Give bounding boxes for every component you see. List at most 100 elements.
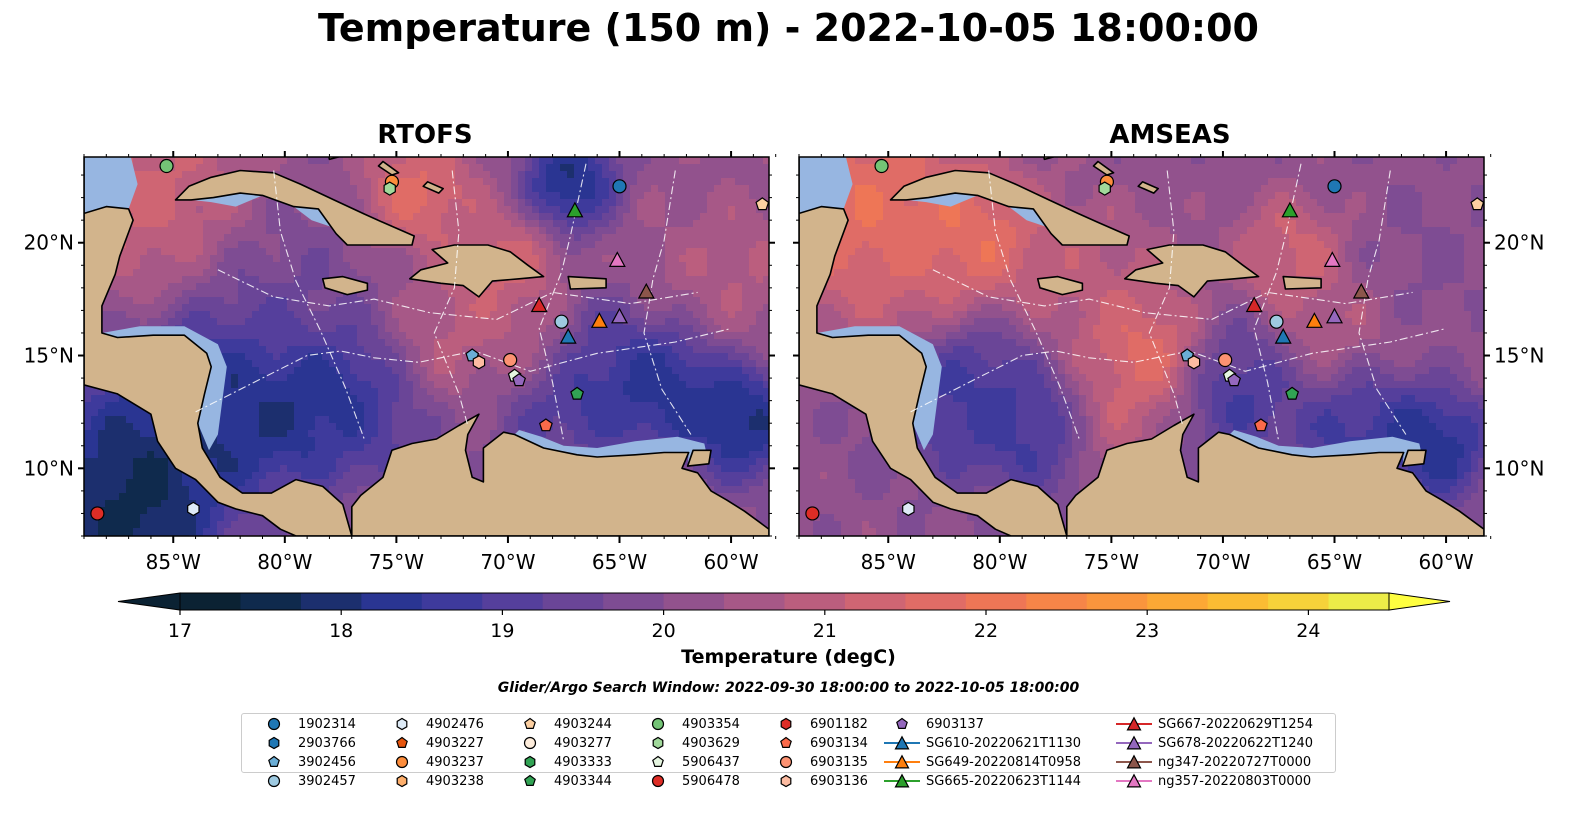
platform-marker-1902314 [612,179,627,194]
platform-marker-6903137 [1227,373,1242,387]
legend-item: SG665-20220623T1144 [882,772,1081,790]
colorbar-label: Temperature (degC) [681,646,896,668]
legend-label: SG649-20220814T0958 [926,754,1082,770]
panel-title-rtofs: RTOFS [377,120,473,150]
x-tick-label: 70°W [1195,550,1250,574]
colorbar-tick-label: 24 [1296,620,1320,642]
legend-marker-icon [396,717,408,731]
shelf-area [906,193,978,207]
land-southAmerica [1066,413,1484,536]
legend-label: 3902456 [298,754,356,770]
legend-marker-icon [267,774,281,788]
legend-marker [396,774,408,788]
map-frame [83,156,770,537]
page-title: Temperature (150 m) - 2022-10-05 18:00:0… [317,6,1259,50]
colorbar-swatch [844,593,906,610]
legend-label: 6903137 [926,716,984,732]
legend-marker [268,736,280,750]
legend-item: 2903766 [254,734,356,752]
legend-marker-icon [268,755,280,767]
platform-marker-3902457 [554,314,569,329]
eez-boundary [988,170,1081,442]
legend-marker-icon [780,736,792,748]
colorbar-tick-label: 22 [974,620,998,642]
legend-marker-icon [652,755,664,767]
legend-marker [651,774,665,788]
legend-marker-icon [652,736,664,750]
colorbar-extend-low [117,592,181,611]
land-jamaica [1036,275,1084,296]
x-tick-label: 80°W [972,550,1027,574]
colorbar-swatch [784,593,846,610]
legend-marker [779,755,793,769]
colorbar-swatch [603,593,665,610]
platform-marker-1902314 [1327,179,1342,194]
legend-item: 6903136 [766,772,868,790]
platform-marker-SG667-20220629T1254 [1245,296,1263,313]
colorbar-swatch [1086,593,1148,610]
land-puertoRico [567,275,607,290]
legend-marker [1126,735,1142,750]
legend-marker [780,736,792,748]
platform-marker-5906478 [90,506,105,521]
platform-marker-4903629 [383,181,396,196]
colorbar-swatch [965,593,1027,610]
eez-boundary [217,269,698,320]
colorbar-swatch [724,593,785,610]
map-frame [798,156,1485,537]
platform-marker-4903344 [570,386,585,400]
colorbar-swatch [1268,593,1330,610]
platform-marker-SG610-20220621T1130 [1274,327,1292,344]
legend-label: 4903227 [426,735,484,751]
legend-item: 4903238 [382,772,484,790]
legend-label: 5906478 [682,773,740,789]
legend-marker-icon [779,755,793,769]
x-tick-label: 80°W [257,550,312,574]
legend-marker-icon [524,755,536,769]
platform-marker-4902476 [187,501,200,517]
colorbar-swatch [905,593,967,610]
legend-item: SG667-20220629T1254 [1114,715,1313,733]
eez-boundary [433,170,469,426]
legend-marker [896,717,908,729]
legend-item: SG610-20220621T1130 [882,734,1081,752]
legend-item: ng347-20220727T0000 [1114,753,1311,771]
map-panel-amseas: 85°W 80°W 75°W 70°W 65°W 60°W 20°N 15°N 10°N [793,151,1544,574]
colorbar-swatch [482,593,544,610]
land-bahamas3 [1137,181,1159,194]
search-window-text: Glider/Argo Search Window: 2022-09-30 18… [497,680,1080,696]
legend-marker [524,717,536,729]
legend-marker [1126,773,1142,788]
legend-marker-icon [780,717,792,731]
land-puertoRico [1282,275,1322,290]
legend-marker-icon [1116,735,1152,750]
x-tick-label: 75°W [1084,550,1139,574]
legend-label: 4903237 [426,754,484,770]
legend-marker [1126,754,1142,769]
legend-label: SG667-20220629T1254 [1158,716,1314,732]
legend-label: 4903277 [554,735,612,751]
legend-label: 5906437 [682,754,740,770]
legend-marker-icon [1116,716,1152,731]
legend-item: 4903354 [638,715,740,733]
legend-label: 4903238 [426,773,484,789]
legend-item: 4903344 [510,772,612,790]
platform-marker-SG610-20220621T1130 [559,327,577,344]
legend-marker [523,736,537,750]
platform-marker-ng357-20220803T0000 [608,251,626,267]
x-tick-label: 60°W [703,550,758,574]
colorbar-tick-label: 18 [329,620,353,642]
platform-marker-5906478 [805,506,820,521]
legend-marker-icon [524,774,536,786]
legend-label: 4903344 [554,773,612,789]
legend-marker-icon [523,736,537,750]
colorbar-swatch [361,593,423,610]
legend-marker [268,755,280,767]
legend-label: ng357-20220803T0000 [1158,773,1312,789]
land-centralAmerica [799,157,1068,536]
shelf-area [1229,430,1424,467]
legend-item: 4903237 [382,753,484,771]
legend-marker [651,717,665,731]
legend-marker [524,774,536,786]
